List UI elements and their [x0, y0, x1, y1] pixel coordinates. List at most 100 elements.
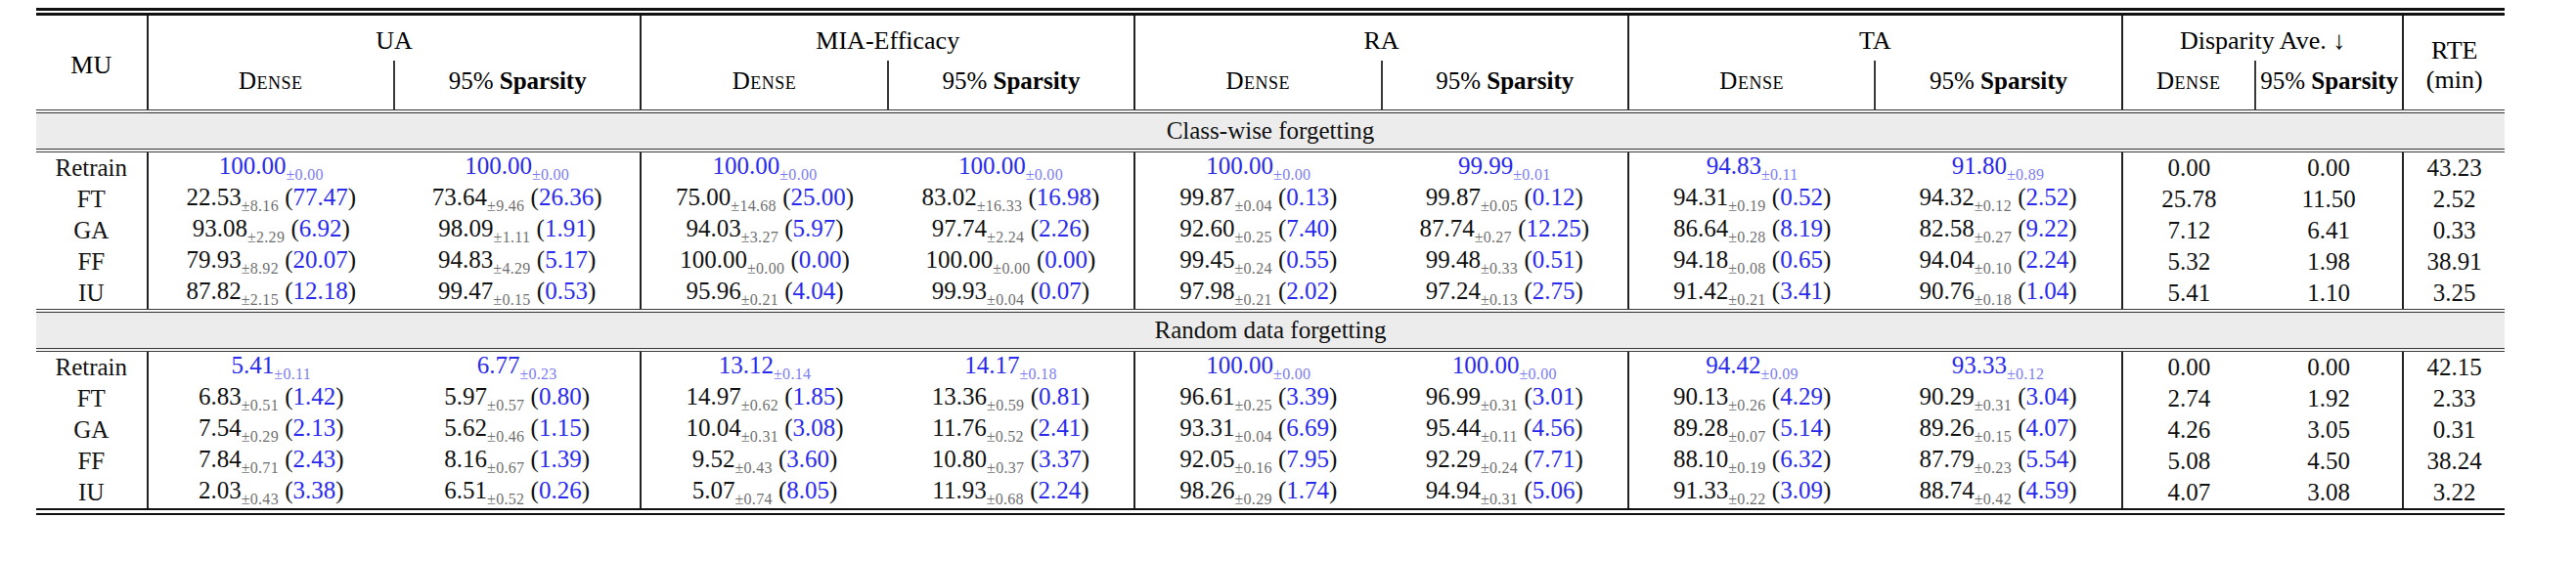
disparity-cell: 7.12: [2122, 215, 2255, 246]
metric-cell: 9.52±0.43 (3.60): [641, 446, 887, 477]
metric-cell: 11.76±0.52 (2.41): [888, 414, 1134, 446]
subheader-sparsity: 95% Sparsity: [2255, 61, 2403, 111]
group-header-disparity: Disparity Ave. ↓: [2122, 12, 2404, 61]
metric-cell: 91.42±0.21 (3.41): [1628, 278, 1875, 311]
metric-cell: 90.29±0.31 (3.04): [1875, 383, 2121, 414]
metric-cell: 100.00±0.00 (0.00): [641, 246, 887, 278]
metric-cell: 2.03±0.43 (3.38): [148, 477, 394, 512]
metric-cell: 100.00±0.00 (0.00): [888, 246, 1134, 278]
results-table: MU UA MIA-Efficacy RA TA Disparity Ave. …: [36, 8, 2505, 515]
table-row-iu: IU87.82±2.15 (12.18)99.47±0.15 (0.53)95.…: [36, 278, 2505, 311]
metric-cell: 99.47±0.15 (0.53): [394, 278, 641, 311]
subheader-sparsity: 95% Sparsity: [394, 61, 641, 111]
metric-cell: 11.93±0.68 (2.24): [888, 477, 1134, 512]
metric-cell: 89.28±0.07 (5.14): [1628, 414, 1875, 446]
metric-cell: 10.80±0.37 (3.37): [888, 446, 1134, 477]
rte-cell: 0.33: [2403, 215, 2505, 246]
metric-cell: 6.77±0.23: [394, 350, 641, 383]
group-header-ra: RA: [1134, 12, 1628, 61]
metric-cell: 14.97±0.62 (1.85): [641, 383, 887, 414]
section-band: Random data forgetting: [36, 311, 2505, 350]
method-label: Retrain: [36, 151, 148, 184]
rte-cell: 2.33: [2403, 383, 2505, 414]
metric-cell: 88.74±0.42 (4.59): [1875, 477, 2121, 512]
metric-cell: 13.12±0.14: [641, 350, 887, 383]
table-row-ff: FF79.93±8.92 (20.07)94.83±4.29 (5.17)100…: [36, 246, 2505, 278]
rte-cell: 3.25: [2403, 278, 2505, 311]
group-header-ta: TA: [1628, 12, 2122, 61]
metric-cell: 99.93±0.04 (0.07): [888, 278, 1134, 311]
table-row-retrain: Retrain100.00±0.00100.00±0.00100.00±0.00…: [36, 151, 2505, 184]
metric-cell: 73.64±9.46 (26.36): [394, 184, 641, 215]
rte-cell: 43.23: [2403, 151, 2505, 184]
disparity-cell: 1.10: [2255, 278, 2403, 311]
group-header-ua: UA: [148, 12, 642, 61]
disparity-cell: 4.50: [2255, 446, 2403, 477]
metric-cell: 87.82±2.15 (12.18): [148, 278, 394, 311]
metric-cell: 6.83±0.51 (1.42): [148, 383, 394, 414]
method-label: FT: [36, 184, 148, 215]
disparity-cell: 3.08: [2255, 477, 2403, 512]
disparity-cell: 4.26: [2122, 414, 2255, 446]
metric-cell: 94.83±4.29 (5.17): [394, 246, 641, 278]
metric-cell: 14.17±0.18: [888, 350, 1134, 383]
metric-cell: 100.00±0.00: [148, 151, 394, 184]
subheader-dense: Dense: [1134, 61, 1381, 111]
metric-cell: 100.00±0.00: [394, 151, 641, 184]
metric-cell: 13.36±0.59 (0.81): [888, 383, 1134, 414]
metric-cell: 100.00±0.00: [888, 151, 1134, 184]
rte-cell: 38.24: [2403, 446, 2505, 477]
metric-cell: 96.99±0.31 (3.01): [1382, 383, 1628, 414]
metric-cell: 75.00±14.68 (25.00): [641, 184, 887, 215]
metric-cell: 100.00±0.00: [641, 151, 887, 184]
metric-cell: 83.02±16.33 (16.98): [888, 184, 1134, 215]
method-label: IU: [36, 278, 148, 311]
metric-cell: 94.42±0.09: [1628, 350, 1875, 383]
disparity-cell: 0.00: [2255, 350, 2403, 383]
method-label: GA: [36, 414, 148, 446]
subheader-sparsity: 95% Sparsity: [1875, 61, 2121, 111]
disparity-cell: 6.41: [2255, 215, 2403, 246]
metric-cell: 8.16±0.67 (1.39): [394, 446, 641, 477]
rte-cell: 0.31: [2403, 414, 2505, 446]
method-label: FT: [36, 383, 148, 414]
metric-cell: 94.32±0.12 (2.52): [1875, 184, 2121, 215]
method-label: GA: [36, 215, 148, 246]
rte-cell: 3.22: [2403, 477, 2505, 512]
metric-cell: 88.10±0.19 (6.32): [1628, 446, 1875, 477]
metric-cell: 99.99±0.01: [1382, 151, 1628, 184]
metric-cell: 5.07±0.74 (8.05): [641, 477, 887, 512]
metric-cell: 86.64±0.28 (8.19): [1628, 215, 1875, 246]
metric-cell: 94.83±0.11: [1628, 151, 1875, 184]
group-header-mia: MIA-Efficacy: [641, 12, 1134, 61]
disparity-cell: 0.00: [2122, 151, 2255, 184]
table-row-ft: FT6.83±0.51 (1.42)5.97±0.57 (0.80)14.97±…: [36, 383, 2505, 414]
metric-cell: 82.58±0.27 (9.22): [1875, 215, 2121, 246]
disparity-cell: 5.08: [2122, 446, 2255, 477]
metric-cell: 100.00±0.00: [1382, 350, 1628, 383]
disparity-cell: 5.32: [2122, 246, 2255, 278]
column-header-rte: RTE (min): [2403, 12, 2505, 111]
metric-cell: 79.93±8.92 (20.07): [148, 246, 394, 278]
metric-cell: 93.31±0.04 (6.69): [1134, 414, 1381, 446]
metric-cell: 99.87±0.05 (0.12): [1382, 184, 1628, 215]
subheader-dense: Dense: [641, 61, 887, 111]
metric-cell: 90.76±0.18 (1.04): [1875, 278, 2121, 311]
metric-cell: 7.54±0.29 (2.13): [148, 414, 394, 446]
disparity-cell: 1.98: [2255, 246, 2403, 278]
rte-cell: 38.91: [2403, 246, 2505, 278]
metric-cell: 95.44±0.11 (4.56): [1382, 414, 1628, 446]
method-label: FF: [36, 446, 148, 477]
metric-cell: 95.96±0.21 (4.04): [641, 278, 887, 311]
metric-cell: 93.33±0.12: [1875, 350, 2121, 383]
metric-cell: 90.13±0.26 (4.29): [1628, 383, 1875, 414]
table-row-ff: FF7.84±0.71 (2.43)8.16±0.67 (1.39)9.52±0…: [36, 446, 2505, 477]
metric-cell: 5.97±0.57 (0.80): [394, 383, 641, 414]
metric-cell: 5.41±0.11: [148, 350, 394, 383]
table-row-ga: GA93.08±2.29 (6.92)98.09±1.11 (1.91)94.0…: [36, 215, 2505, 246]
table-row-retrain: Retrain5.41±0.116.77±0.2313.12±0.1414.17…: [36, 350, 2505, 383]
rte-label: RTE: [2405, 36, 2504, 65]
metric-cell: 97.98±0.21 (2.02): [1134, 278, 1381, 311]
metric-cell: 94.04±0.10 (2.24): [1875, 246, 2121, 278]
metric-cell: 97.24±0.13 (2.75): [1382, 278, 1628, 311]
